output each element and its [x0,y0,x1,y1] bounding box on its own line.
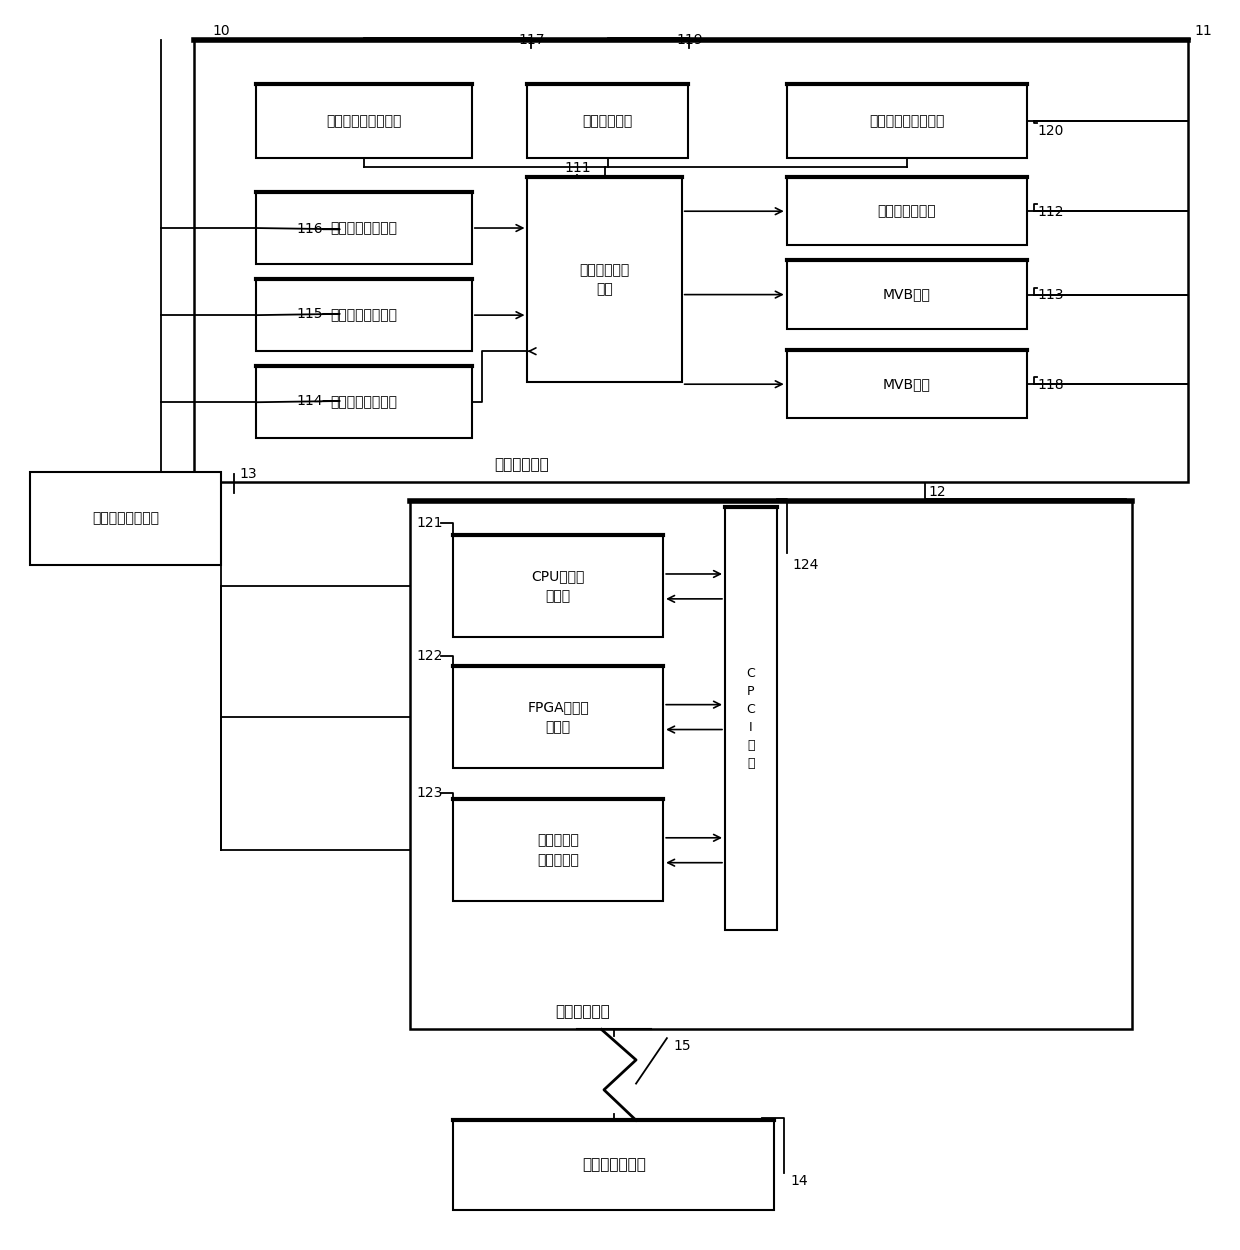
Bar [30,472,221,565]
Text: 数字信号处
理板卡电路: 数字信号处 理板卡电路 [537,834,579,867]
Bar [410,500,1132,1030]
Text: 11: 11 [1194,25,1211,39]
Text: 电源输入接口: 电源输入接口 [583,114,632,128]
Bar [786,350,1028,419]
Bar [454,1120,774,1210]
Text: 15: 15 [673,1039,691,1052]
Text: 模拟量信号输入接口: 模拟量信号输入接口 [869,114,945,128]
Bar [786,84,1028,159]
Text: 10: 10 [212,25,231,39]
Text: 122: 122 [417,649,443,662]
Text: 117: 117 [518,32,546,48]
Text: FPGA仿真板
卡电路: FPGA仿真板 卡电路 [527,700,589,734]
Text: CPU仿真板
卡电路: CPU仿真板 卡电路 [532,570,585,604]
Text: 12: 12 [929,485,946,499]
Text: 14: 14 [790,1174,808,1189]
Text: 124: 124 [792,559,820,572]
Text: MVB电路: MVB电路 [883,288,931,301]
Text: 115: 115 [296,308,324,321]
Text: 脉冲输入输出接口: 脉冲输入输出接口 [330,395,397,409]
Text: 13: 13 [239,468,258,481]
Text: 119: 119 [677,32,703,48]
Bar [255,192,472,264]
Text: 123: 123 [417,786,443,800]
Text: MVB接口: MVB接口 [883,378,931,391]
Text: 核心控制芯片
电路: 核心控制芯片 电路 [579,262,630,296]
Text: 实时仿真装置: 实时仿真装置 [556,1005,610,1020]
Text: 116: 116 [296,222,324,236]
Text: 114: 114 [296,394,324,408]
Bar [454,666,663,768]
Text: 113: 113 [1037,289,1064,302]
Bar [255,279,472,351]
Text: 牵引控制装置: 牵引控制装置 [494,458,548,472]
Text: 111: 111 [564,161,591,175]
Text: 信号转换接口装置: 信号转换接口装置 [92,511,159,525]
Text: C
P
C
I
总
线: C P C I 总 线 [746,666,755,770]
Text: 112: 112 [1037,205,1064,219]
Bar [255,84,472,159]
Bar [195,40,1188,482]
Bar [786,177,1028,245]
Text: 温度信号输入接口: 温度信号输入接口 [330,309,397,322]
Text: 上位机监控装置: 上位机监控装置 [582,1158,646,1172]
Text: 模拟量采集电路: 模拟量采集电路 [878,204,936,219]
Bar [527,84,688,159]
Text: 118: 118 [1037,378,1064,391]
Bar [786,260,1028,329]
Bar [454,535,663,638]
Bar [454,799,663,901]
Text: 121: 121 [417,516,443,530]
Text: 数字量输入输出接口: 数字量输入输出接口 [326,114,402,128]
Bar [255,366,472,439]
Text: 速度信号输入接口: 速度信号输入接口 [330,221,397,235]
Bar [527,177,682,382]
Bar [725,506,776,930]
Text: 120: 120 [1037,124,1064,138]
